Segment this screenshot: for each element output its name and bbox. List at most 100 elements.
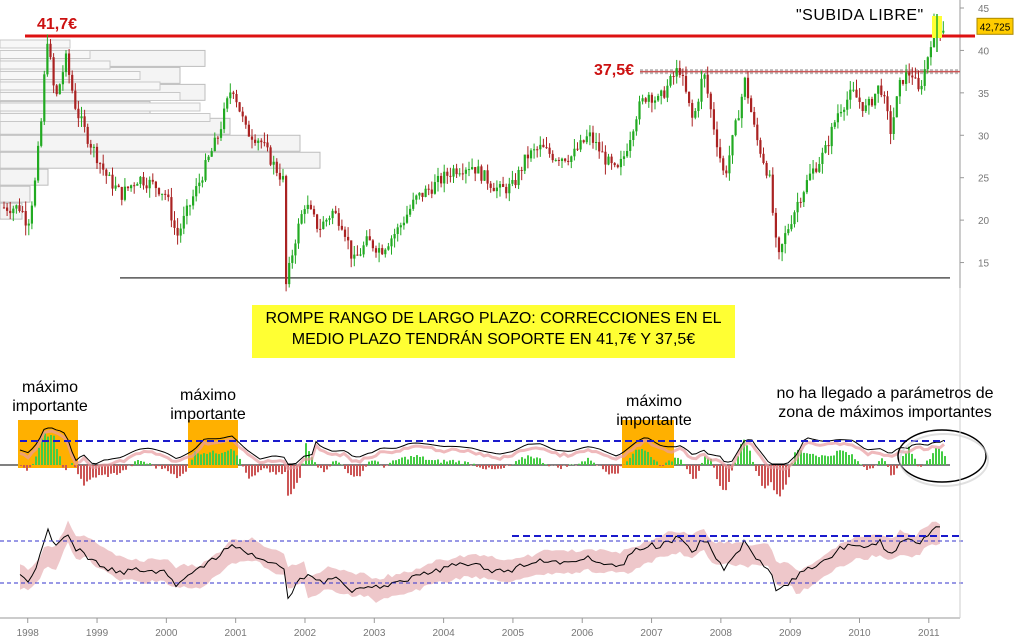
oscillator-bar <box>335 460 337 465</box>
candle-body <box>595 142 598 144</box>
oscillator-bar <box>737 456 739 465</box>
oscillator-bar <box>98 465 100 476</box>
oscillator-bar <box>587 457 589 465</box>
candle-body <box>805 180 808 193</box>
candle-body <box>911 75 914 78</box>
oscillator-bar <box>818 457 820 465</box>
candle-body <box>12 208 15 214</box>
candle-body <box>892 117 895 135</box>
oscillator-bar <box>896 465 898 469</box>
oscillator-bar <box>557 465 559 468</box>
oscillator-bar <box>785 465 787 485</box>
candle-body <box>430 189 433 194</box>
candle-body <box>337 213 340 226</box>
year-label-2002: 2002 <box>294 628 317 639</box>
oscillator-bar <box>338 462 340 465</box>
candle-body <box>520 169 523 171</box>
candle-body <box>557 159 560 162</box>
candle-body <box>309 204 312 210</box>
oscillator-bar <box>665 462 667 465</box>
candle-body <box>864 105 867 112</box>
oscillator-bar <box>362 465 364 471</box>
candle-body <box>247 124 250 137</box>
oscillator-bar <box>443 459 445 465</box>
no-llegado-line-1: no ha llegado a parámetros de <box>776 385 994 402</box>
candle-body <box>272 161 275 165</box>
candle-body <box>653 100 657 103</box>
candle-body <box>908 72 911 76</box>
candle-body <box>827 145 830 147</box>
oscillator-bar <box>533 458 535 465</box>
oscillator-bar <box>401 457 403 465</box>
candle-body <box>489 183 492 188</box>
oscillator-bar <box>296 465 298 483</box>
oscillator-bar <box>20 465 22 466</box>
oscillator-bar <box>590 460 592 465</box>
candle-body <box>86 126 89 144</box>
oscillator-bar <box>74 465 76 468</box>
oscillator-bar <box>887 465 889 467</box>
oscillator-bar <box>704 456 706 465</box>
oscillator-line <box>19 427 945 465</box>
candle-body <box>855 89 858 98</box>
oscillator-bar <box>269 465 271 473</box>
oscillator-bar <box>287 465 289 496</box>
oscillator-bar <box>101 465 103 476</box>
candle-body <box>582 140 585 143</box>
oscillator-bar <box>80 465 82 479</box>
candle-body <box>325 219 328 222</box>
candle-body <box>815 168 818 172</box>
candle-body <box>833 122 836 127</box>
oscillator-bar <box>284 465 286 472</box>
candle-body <box>142 176 145 186</box>
oscillator-bar <box>596 465 598 466</box>
oscillator-bar <box>119 465 121 474</box>
oscillator-bar <box>749 450 751 465</box>
oscillator-bar <box>686 465 688 470</box>
oscillator-bar <box>851 454 853 465</box>
candle-body <box>750 98 753 112</box>
volume-profile-bar <box>0 81 161 91</box>
oscillator-bar <box>509 465 511 466</box>
oscillator-bar <box>491 465 493 470</box>
candle-body <box>495 187 498 192</box>
oscillator-bar <box>854 459 856 465</box>
candle-body <box>663 90 666 98</box>
candle-body <box>71 74 74 91</box>
oscillator-bar <box>260 465 262 471</box>
no-llegado-line-2: zona de máximos importantes <box>778 404 992 421</box>
candle-body <box>839 111 843 114</box>
oscillator-bar <box>515 461 517 465</box>
candle-body <box>167 194 170 198</box>
oscillator-bar <box>122 465 124 471</box>
candle-body <box>46 43 49 75</box>
oscillator-bar <box>365 465 367 467</box>
oscillator-bar <box>482 465 484 469</box>
candle-body <box>632 131 635 141</box>
oscillator-bar <box>500 465 502 469</box>
candle-body <box>359 254 362 256</box>
candle-body <box>929 47 932 58</box>
banner-line-2: MEDIO PLAZO TENDRÁN SOPORTE EN 41,7€ Y 3… <box>291 331 696 348</box>
oscillator-bar <box>455 462 457 465</box>
oscillator-bar <box>152 465 154 466</box>
candle-body <box>433 182 436 194</box>
candle-body <box>378 248 381 253</box>
oscillator-bar <box>746 445 748 465</box>
oscillator-bar <box>92 465 94 478</box>
oscillator-bar <box>632 453 634 465</box>
candle-body <box>446 171 449 176</box>
volume-profile-bar <box>0 113 211 122</box>
candle-body <box>734 120 737 136</box>
candle-body <box>418 192 421 196</box>
candle-body <box>133 185 136 187</box>
oscillator-bar <box>629 457 631 465</box>
oscillator-bar <box>41 438 43 465</box>
candle-body <box>895 96 898 118</box>
oscillator-bar <box>548 465 550 467</box>
candle-body <box>641 98 644 102</box>
candle-body <box>421 192 424 197</box>
oscillator-bar <box>926 460 928 465</box>
candle-body <box>6 207 9 211</box>
oscillator-bar <box>857 461 859 465</box>
